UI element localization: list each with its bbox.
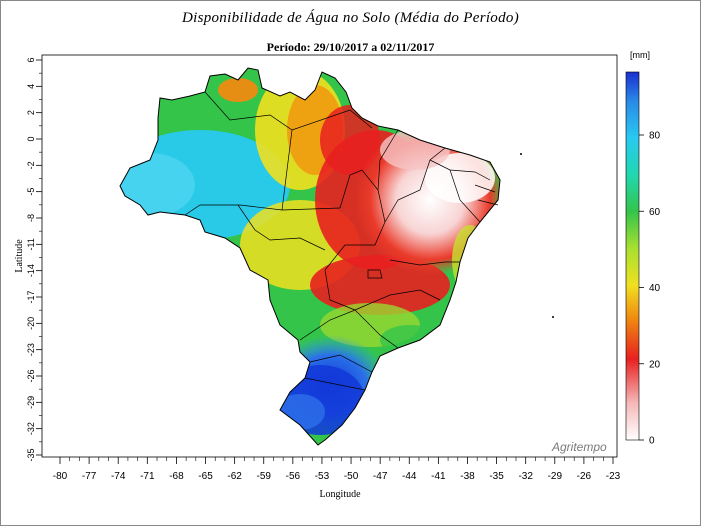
colorbar-tick-label: 20: [649, 359, 661, 370]
y-tick-label: 6: [26, 57, 36, 62]
y-tick-label: -2: [26, 161, 36, 169]
y-tick-label: -17: [26, 290, 36, 303]
x-tick-label: -53: [315, 471, 330, 482]
agritempo-watermark: Agritempo: [552, 440, 607, 454]
x-tick-label: -29: [548, 471, 563, 482]
x-tick-label: -38: [460, 471, 475, 482]
y-axis-label: Latitude: [14, 239, 25, 273]
x-tick-label: -26: [577, 471, 592, 482]
y-tick-label: 4: [26, 84, 36, 89]
colorbar: [625, 71, 640, 441]
y-axis-ticks: 6 4 2 0 -2 -5 -8 -11 -14 -17 -20 -23 -26 -29 -32 -35: [26, 57, 42, 462]
x-tick-label: -32: [518, 471, 533, 482]
y-tick-label: -26: [26, 369, 36, 382]
x-tick-label: -44: [402, 471, 417, 482]
y-tick-label: -35: [26, 448, 36, 461]
x-tick-label: -47: [373, 471, 388, 482]
y-tick-label: -11: [26, 238, 36, 250]
y-tick-label: 2: [26, 110, 36, 115]
y-tick-label: -29: [26, 396, 36, 409]
x-tick-label: -68: [169, 471, 184, 482]
x-tick-label: -56: [286, 471, 301, 482]
colorbar-ticks: 80 60 40 20 0: [639, 131, 661, 447]
x-tick-label: -35: [489, 471, 504, 482]
x-tick-label: -62: [227, 471, 242, 482]
x-axis-ticks: -80 -77 -74 -71 -68 -65 -62 -59 -56 -53 -50 -47 -44 -…: [53, 457, 621, 482]
y-tick-label: -23: [26, 343, 36, 356]
x-tick-label: -65: [198, 471, 213, 482]
x-tick-label: -23: [606, 471, 621, 482]
x-tick-label: -59: [257, 471, 272, 482]
y-tick-label: -14: [26, 264, 36, 277]
x-tick-label: -50: [344, 471, 359, 482]
colorbar-tick-label: 60: [649, 207, 661, 218]
x-tick-label: -80: [53, 471, 68, 482]
map-subtitle: Período: 29/10/2017 a 02/11/2017: [266, 40, 435, 54]
map-title: Disponibilidade de Água no Solo (Média d…: [181, 10, 520, 26]
x-tick-label: -41: [431, 471, 446, 482]
colorbar-tick-label: 40: [649, 283, 661, 294]
y-tick-label: -8: [26, 214, 36, 222]
x-tick-label: -74: [111, 471, 126, 482]
colorbar-tick-label: 80: [649, 131, 661, 142]
colorbar-unit: [mm]: [630, 50, 650, 60]
plot-border: [41, 54, 618, 458]
soil-water-field: [120, 68, 500, 445]
y-tick-label: -20: [26, 317, 36, 330]
y-tick-label: -32: [26, 422, 36, 435]
y-tick-label: -5: [26, 188, 36, 196]
y-tick-label: 0: [26, 136, 36, 141]
x-tick-label: -71: [140, 471, 155, 482]
colorbar-tick-label: 0: [649, 436, 655, 447]
x-tick-label: -77: [82, 471, 97, 482]
state-borders: [184, 91, 499, 391]
x-axis-label: Longitude: [319, 489, 361, 500]
